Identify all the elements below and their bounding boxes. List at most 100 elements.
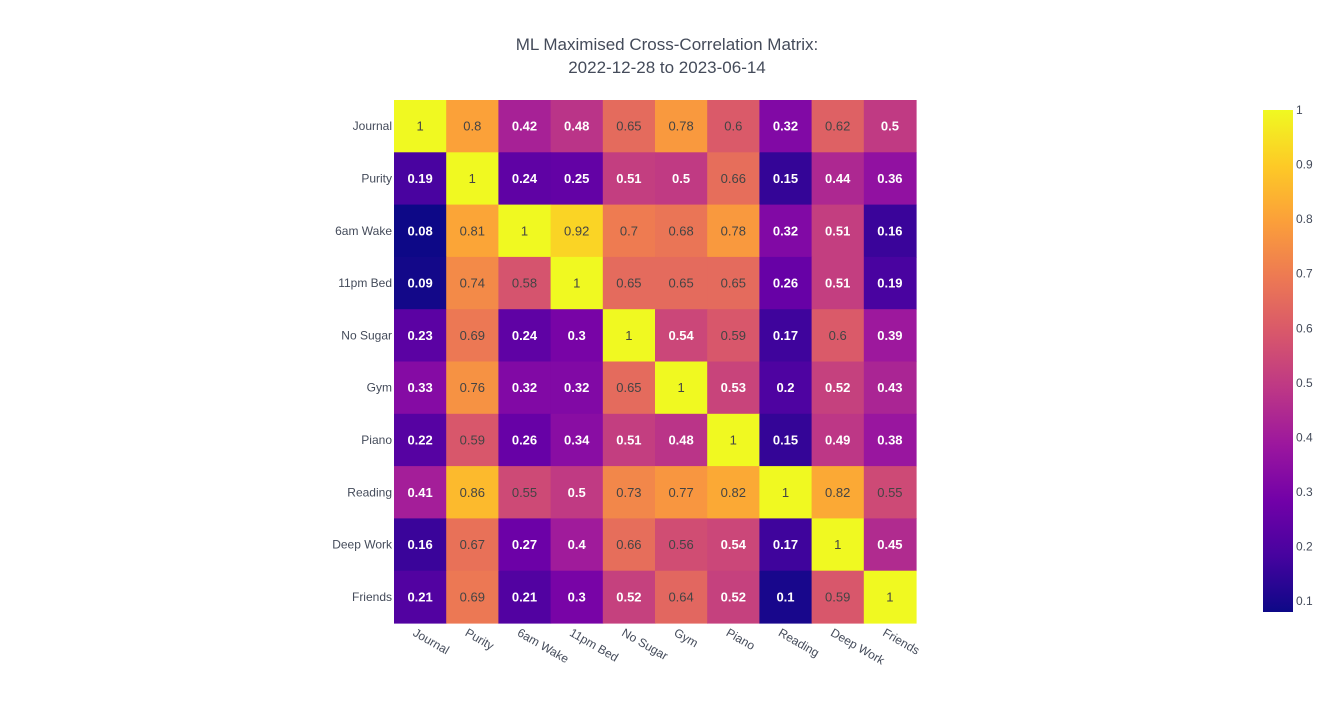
- heatmap-cell-value: 0.81: [460, 223, 485, 238]
- heatmap-cell-value: 0.7: [620, 223, 638, 238]
- heatmap-cell-value: 0.51: [616, 432, 641, 447]
- chart-title-line-2: 2022-12-28 to 2023-06-14: [568, 58, 766, 77]
- y-axis-tick-label: Purity: [361, 171, 392, 185]
- heatmap-cell: [550, 309, 604, 363]
- heatmap-cell: [498, 570, 552, 624]
- colorbar: [1263, 110, 1293, 612]
- heatmap-cell: [446, 256, 499, 310]
- heatmap-cell-value: 0.44: [825, 171, 851, 186]
- heatmap-cell: [759, 466, 813, 519]
- heatmap-cell-value: 0.65: [616, 119, 641, 134]
- heatmap-cell: [498, 466, 552, 519]
- heatmap-cell: [655, 204, 708, 258]
- heatmap-cell: [759, 100, 813, 153]
- heatmap-cell-value: 0.59: [825, 589, 850, 604]
- heatmap-cell-value: 0.64: [668, 589, 693, 604]
- y-axis-tick-label: Reading: [347, 485, 392, 499]
- heatmap-cell-value: 0.58: [512, 276, 537, 291]
- heatmap-cell-value: 0.09: [407, 276, 432, 291]
- heatmap-cell-value: 0.17: [773, 537, 798, 552]
- heatmap-cell: [863, 518, 917, 572]
- heatmap-cell: [498, 309, 552, 363]
- heatmap-cell: [550, 100, 604, 153]
- heatmap-cell-value: 0.82: [825, 485, 850, 500]
- y-axis-tick-label: 11pm Bed: [338, 276, 392, 290]
- x-axis-tick-label: 11pm Bed: [567, 625, 621, 664]
- heatmap-cell: [446, 204, 499, 258]
- heatmap-cell-value: 1: [834, 537, 841, 552]
- heatmap-cell: [550, 518, 604, 572]
- heatmap-cell: [811, 518, 865, 572]
- heatmap-cell: [550, 466, 604, 519]
- heatmap-cell: [394, 309, 447, 363]
- heatmap-cell-value: 1: [521, 223, 528, 238]
- heatmap-cell-value: 0.65: [616, 380, 641, 395]
- heatmap-cell: [394, 413, 447, 467]
- heatmap-cell: [707, 100, 760, 153]
- heatmap-cell: [707, 204, 760, 258]
- heatmap-cell: [394, 518, 447, 572]
- heatmap-cell-value: 0.24: [512, 171, 538, 186]
- heatmap-cell: [446, 413, 499, 467]
- heatmap-cell-value: 0.66: [616, 537, 641, 552]
- heatmap-cell: [550, 152, 604, 206]
- heatmap-cell-value: 0.25: [564, 171, 589, 186]
- heatmap-cell-value: 0.15: [773, 432, 798, 447]
- heatmap-cell: [498, 256, 552, 310]
- heatmap-cell: [446, 466, 499, 519]
- colorbar-tick-label: 0.6: [1296, 321, 1313, 335]
- heatmap-cell-value: 0.5: [672, 171, 690, 186]
- x-axis-tick-label: Piano: [724, 625, 758, 653]
- heatmap-cell-value: 0.24: [512, 328, 538, 343]
- heatmap-cell: [602, 466, 656, 519]
- colorbar-tick-label: 0.5: [1296, 376, 1313, 390]
- heatmap-cell-value: 0.51: [825, 223, 850, 238]
- heatmap-cell: [863, 361, 917, 415]
- heatmap-cell: [394, 256, 447, 310]
- x-axis-tick-label: Reading: [776, 625, 822, 659]
- heatmap-cell-value: 0.32: [773, 223, 798, 238]
- x-axis-tick-label: Purity: [463, 625, 497, 652]
- heatmap-cell-value: 0.3: [568, 328, 586, 343]
- heatmap-cell-value: 0.69: [460, 328, 485, 343]
- heatmap-cell-value: 0.21: [512, 589, 537, 604]
- heatmap-cell-value: 0.55: [512, 485, 537, 500]
- heatmap-cell: [602, 361, 656, 415]
- heatmap-cell-value: 0.54: [721, 537, 747, 552]
- heatmap-cell-value: 1: [886, 589, 893, 604]
- heatmap-cell: [707, 518, 760, 572]
- colorbar-tick-label: 0.7: [1296, 267, 1313, 281]
- heatmap-cell: [863, 152, 917, 206]
- heatmap-cell: [863, 256, 917, 310]
- heatmap-cell-value: 0.74: [460, 276, 485, 291]
- x-axis-tick-label: No Sugar: [619, 625, 670, 662]
- heatmap-cell: [759, 309, 813, 363]
- heatmap-cell: [811, 309, 865, 363]
- heatmap-cell: [707, 256, 760, 310]
- colorbar-tick-label: 0.9: [1296, 158, 1313, 172]
- y-axis-tick-label: Piano: [361, 433, 392, 447]
- heatmap-cell-value: 0.32: [773, 119, 798, 134]
- heatmap-cell: [655, 100, 708, 153]
- heatmap-cell: [498, 152, 552, 206]
- heatmap-cell: [759, 413, 813, 467]
- heatmap-cell-value: 0.4: [568, 537, 587, 552]
- heatmap-cell: [811, 204, 865, 258]
- heatmap-cell-value: 0.78: [721, 223, 746, 238]
- heatmap-cell-value: 0.65: [668, 276, 693, 291]
- heatmap-cell-value: 0.19: [407, 171, 432, 186]
- heatmap-cell: [759, 256, 813, 310]
- heatmap-cell: [655, 309, 708, 363]
- heatmap-cell-value: 0.23: [407, 328, 432, 343]
- heatmap-cell-value: 0.53: [721, 380, 746, 395]
- y-axis-tick-label: Journal: [353, 119, 392, 133]
- heatmap-cell-value: 0.5: [568, 485, 586, 500]
- heatmap-cell-value: 0.55: [877, 485, 902, 500]
- x-axis-tick-label: Deep Work: [828, 625, 888, 668]
- heatmap-cell: [602, 100, 656, 153]
- heatmap-cell-value: 1: [573, 276, 580, 291]
- heatmap-cell: [707, 570, 760, 624]
- heatmap-cell: [394, 204, 447, 258]
- heatmap-cell: [811, 361, 865, 415]
